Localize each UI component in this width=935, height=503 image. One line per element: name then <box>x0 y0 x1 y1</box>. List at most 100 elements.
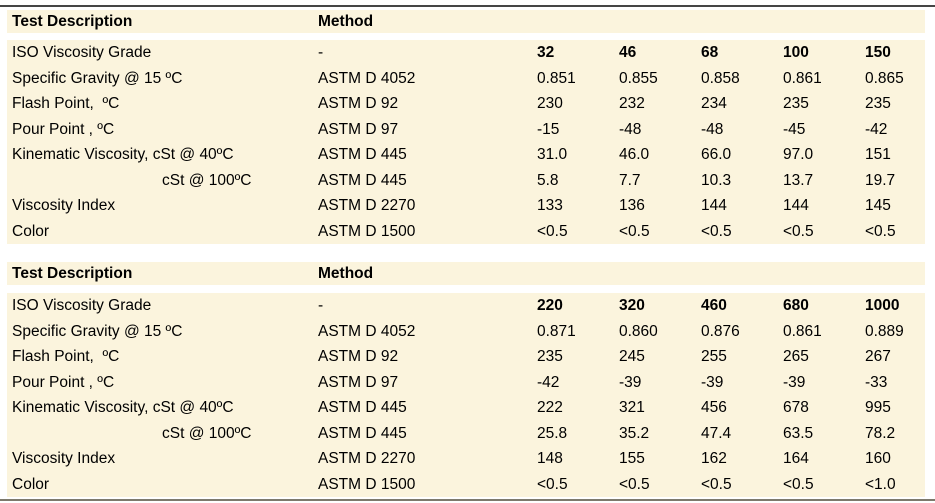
row-value: 31.0 <box>537 146 568 163</box>
row-method: ASTM D 1500 <box>318 475 416 493</box>
table-row: Kinematic Viscosity, cSt @ 40ºC ASTM D 44… <box>7 142 925 168</box>
row-value: 144 <box>701 197 727 214</box>
row-value: <0.5 <box>619 475 650 493</box>
row-label: cSt @ 100ºC <box>162 171 252 189</box>
row-value: -45 <box>783 120 806 138</box>
row-method: ASTM D 4052 <box>318 69 416 87</box>
table-row: ISO Viscosity Grade - 220 320 460 680 1000 <box>7 293 925 319</box>
row-method: ASTM D 445 <box>318 171 407 189</box>
row-value: 10.3 <box>701 171 732 189</box>
row-value: 133 <box>537 197 563 214</box>
row-value: 235 <box>783 95 809 112</box>
table-header-row: Test Description Method <box>7 262 925 285</box>
table-row: Pour Point , ºC ASTM D 97 -42 -39 -39 -39 -33 <box>7 370 925 396</box>
row-value: 100 <box>783 44 809 61</box>
row-value: 151 <box>865 146 891 163</box>
row-value: 0.855 <box>619 69 658 87</box>
row-value: 245 <box>619 348 645 365</box>
row-value: 160 <box>865 450 891 467</box>
row-value: <1.0 <box>865 475 896 493</box>
row-value: <0.5 <box>701 222 732 240</box>
row-label: Pour Point , ºC <box>12 373 115 391</box>
row-method: ASTM D 92 <box>318 348 399 365</box>
row-value: 0.876 <box>701 322 740 340</box>
row-method: - <box>318 297 324 314</box>
row-method: ASTM D 445 <box>318 424 407 442</box>
row-label: Pour Point , ºC <box>12 120 115 138</box>
row-value: 222 <box>537 399 563 416</box>
row-value: 678 <box>783 399 809 416</box>
bottom-rule <box>0 499 935 501</box>
row-method: ASTM D 92 <box>318 95 399 112</box>
row-value: 150 <box>865 44 891 61</box>
row-value: 164 <box>783 450 809 467</box>
row-value: 0.851 <box>537 69 576 87</box>
row-value: 136 <box>619 197 645 214</box>
row-value: 5.8 <box>537 171 559 189</box>
column-header-method: Method <box>318 12 374 30</box>
row-value: 0.860 <box>619 322 658 340</box>
table-row: Flash Point, ºC ASTM D 92 230 232 234 235 235 <box>7 91 925 117</box>
table-row: ISO Viscosity Grade - 32 46 68 100 150 <box>7 40 925 66</box>
row-label: Specific Gravity @ 15 ºC <box>12 69 183 87</box>
row-value: 0.861 <box>783 322 822 340</box>
row-value: <0.5 <box>537 475 568 493</box>
top-rule <box>0 5 935 7</box>
row-value: -33 <box>865 373 888 391</box>
row-method: ASTM D 4052 <box>318 322 416 340</box>
row-value: 680 <box>783 297 809 314</box>
row-value: -39 <box>619 373 642 391</box>
row-value: 19.7 <box>865 171 896 189</box>
row-value: 145 <box>865 197 891 214</box>
row-label: Flash Point, ºC <box>12 95 120 112</box>
table-row: Specific Gravity @ 15 ºC ASTM D 4052 0.851… <box>7 66 925 92</box>
table-body: ISO Viscosity Grade - 220 320 460 680 1000 Spec… <box>7 293 925 497</box>
row-label: Color <box>12 222 50 240</box>
row-value: <0.5 <box>701 475 732 493</box>
row-value: 144 <box>783 197 809 214</box>
row-value: 162 <box>701 450 727 467</box>
table-row: cSt @ 100ºC ASTM D 445 25.8 35.2 47.4 63.5 78.… <box>7 421 925 447</box>
row-value: 32 <box>537 44 555 61</box>
table-row: Viscosity Index ASTM D 2270 133 136 144 144 14… <box>7 193 925 219</box>
row-value: 148 <box>537 450 563 467</box>
row-value: 63.5 <box>783 424 814 442</box>
row-value: 235 <box>865 95 891 112</box>
row-value: 0.889 <box>865 322 904 340</box>
row-value: 78.2 <box>865 424 896 442</box>
table-body: ISO Viscosity Grade - 32 46 68 100 150 Specific… <box>7 40 925 244</box>
column-header-method: Method <box>318 264 374 282</box>
row-method: ASTM D 445 <box>318 399 407 416</box>
row-value: 460 <box>701 297 727 314</box>
row-value: 265 <box>783 348 809 365</box>
row-value: -42 <box>537 373 560 391</box>
row-method: ASTM D 445 <box>318 146 407 163</box>
row-value: 320 <box>619 297 645 314</box>
row-value: 234 <box>701 95 727 112</box>
row-value: -42 <box>865 120 888 138</box>
row-value: 13.7 <box>783 171 814 189</box>
row-label: Specific Gravity @ 15 ºC <box>12 322 183 340</box>
row-value: 456 <box>701 399 727 416</box>
row-method: - <box>318 44 324 61</box>
table-row: Color ASTM D 1500 <0.5 <0.5 <0.5 <0.5 <1.0 <box>7 472 925 498</box>
table-row: cSt @ 100ºC ASTM D 445 5.8 7.7 10.3 13.7 19.7 <box>7 168 925 194</box>
row-method: ASTM D 2270 <box>318 450 416 467</box>
row-value: 267 <box>865 348 891 365</box>
column-header-test-description: Test Description <box>12 264 133 282</box>
row-value: 46 <box>619 44 637 61</box>
row-value: -48 <box>619 120 642 138</box>
row-label: ISO Viscosity Grade <box>12 44 152 61</box>
row-value: 232 <box>619 95 645 112</box>
table-row: Specific Gravity @ 15 ºC ASTM D 4052 0.871… <box>7 319 925 345</box>
row-value: -39 <box>783 373 806 391</box>
row-value: 66.0 <box>701 146 732 163</box>
table-row: Kinematic Viscosity, cSt @ 40ºC ASTM D 44… <box>7 395 925 421</box>
row-label: Kinematic Viscosity, cSt @ 40ºC <box>12 399 234 416</box>
row-label: Kinematic Viscosity, cSt @ 40ºC <box>12 146 234 163</box>
row-method: ASTM D 97 <box>318 120 399 138</box>
column-header-test-description: Test Description <box>12 12 133 30</box>
row-value: 155 <box>619 450 645 467</box>
table-row: Flash Point, ºC ASTM D 92 235 245 255 265 267 <box>7 344 925 370</box>
